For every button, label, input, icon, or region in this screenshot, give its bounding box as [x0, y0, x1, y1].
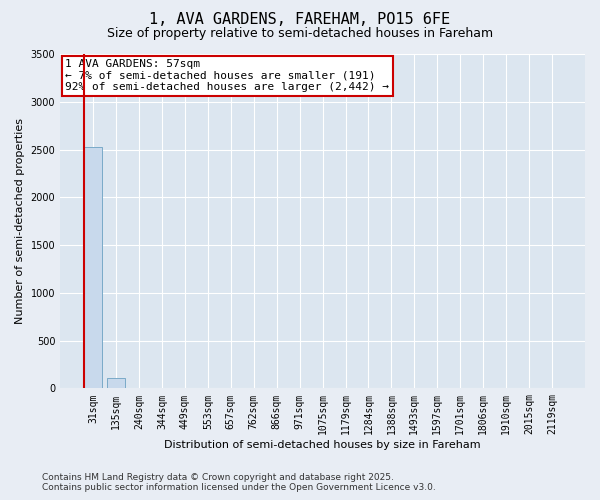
Text: Size of property relative to semi-detached houses in Fareham: Size of property relative to semi-detach… — [107, 28, 493, 40]
Text: 1, AVA GARDENS, FAREHAM, PO15 6FE: 1, AVA GARDENS, FAREHAM, PO15 6FE — [149, 12, 451, 28]
Y-axis label: Number of semi-detached properties: Number of semi-detached properties — [15, 118, 25, 324]
Text: 1 AVA GARDENS: 57sqm
← 7% of semi-detached houses are smaller (191)
92% of semi-: 1 AVA GARDENS: 57sqm ← 7% of semi-detach… — [65, 59, 389, 92]
X-axis label: Distribution of semi-detached houses by size in Fareham: Distribution of semi-detached houses by … — [164, 440, 481, 450]
Bar — [84, 146, 103, 388]
Bar — [107, 378, 125, 388]
Text: Contains HM Land Registry data © Crown copyright and database right 2025.
Contai: Contains HM Land Registry data © Crown c… — [42, 473, 436, 492]
